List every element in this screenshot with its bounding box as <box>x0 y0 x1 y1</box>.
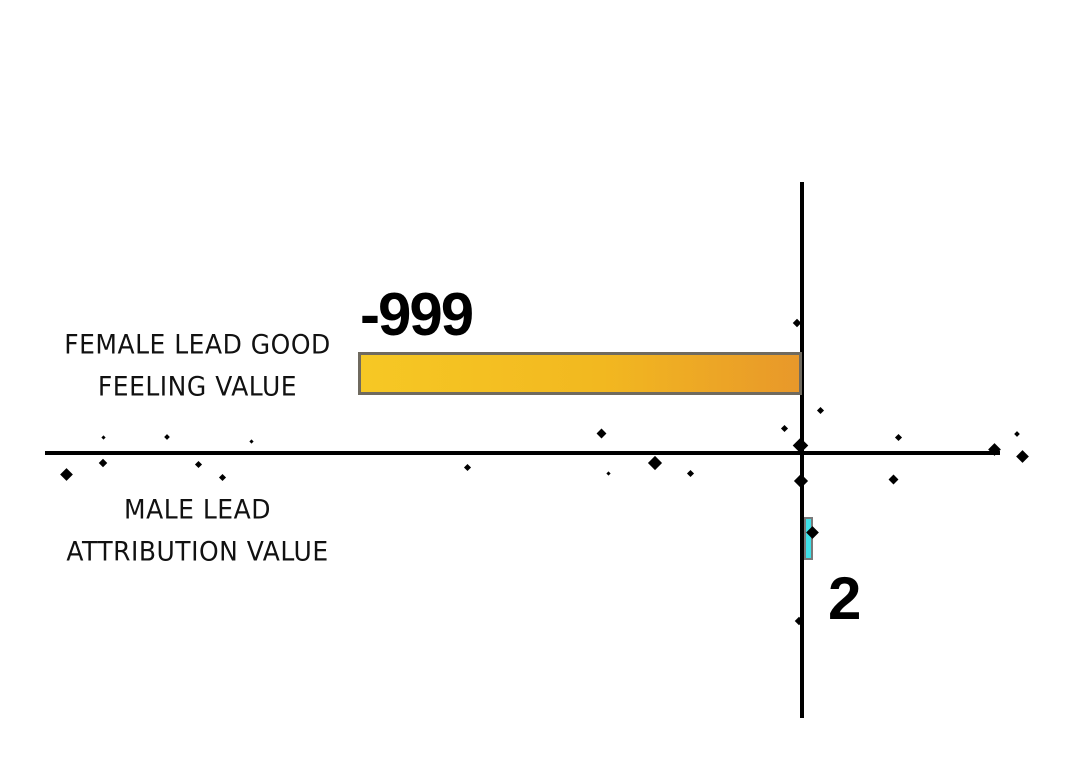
debris-square <box>1016 450 1029 463</box>
debris-square <box>164 434 170 440</box>
debris-square <box>596 428 607 439</box>
label-line: ATTRIBUTION VALUE <box>66 536 329 567</box>
label-line: FEMALE LEAD GOOD <box>64 329 331 360</box>
debris-square <box>218 473 227 482</box>
debris-square <box>1014 431 1020 437</box>
label-line: FEELING VALUE <box>97 371 298 402</box>
data-label-male: 2 <box>828 565 861 632</box>
horizontal-axis <box>45 451 1000 455</box>
debris-square <box>98 458 108 468</box>
debris-square <box>816 406 825 415</box>
debris-square <box>780 424 789 433</box>
bar-female-lead <box>358 352 802 395</box>
debris-square <box>894 433 903 442</box>
debris-square <box>686 469 695 478</box>
debris-square <box>647 455 663 471</box>
debris-square <box>60 468 73 481</box>
debris-square <box>101 435 106 440</box>
category-label-male: MALE LEAD ATTRIBUTION VALUE <box>55 489 340 573</box>
debris-square <box>606 471 611 476</box>
debris-square <box>463 463 472 472</box>
debris-square <box>793 473 809 489</box>
category-label-female: FEMALE LEAD GOOD FEELING VALUE <box>55 324 340 408</box>
debris-square <box>888 474 899 485</box>
data-label-female: -999 <box>360 281 474 348</box>
label-line: MALE LEAD <box>124 494 271 525</box>
debris-square <box>249 439 254 444</box>
debris-square <box>194 460 203 469</box>
